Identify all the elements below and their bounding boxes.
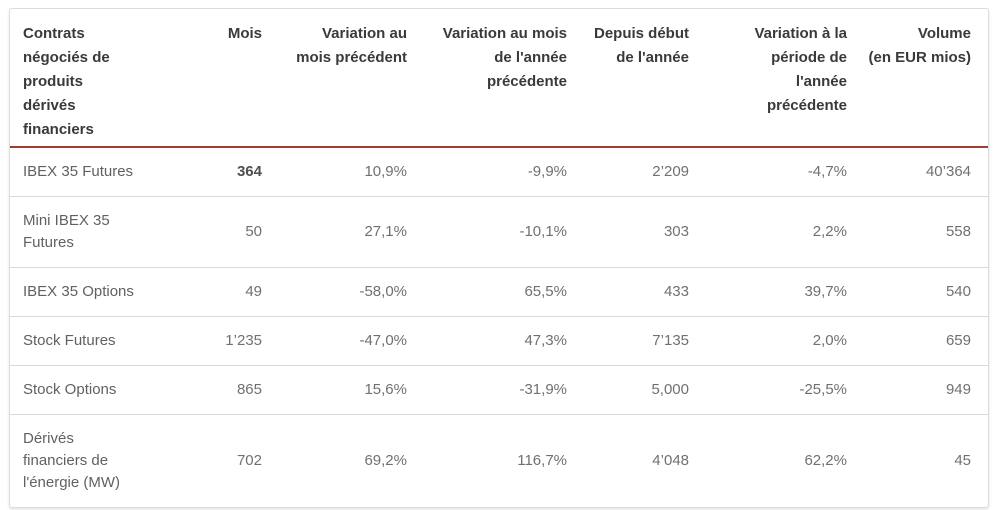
cell-variation-periode-annee-precedente: -4,7% [807,163,847,180]
cell-volume: 45 [847,414,988,507]
cell-variation-periode-annee-precedente: 2,2% [689,196,847,268]
derivatives-table-card: Contrats négociés de produits dérivés fi… [9,8,989,508]
cell-variation-mois-annee-precedente: -10,1% [407,196,567,268]
cell-variation-periode-annee-precedente: 62,2% [689,414,847,507]
cell-volume: 558 [847,196,988,268]
table-row-ibex35-futures: IBEX 35 Futures 364 10,9% -9,9% 2’209 -4… [10,147,988,197]
cell-variation-periode-annee-precedente: 2,0% [689,316,847,366]
derivatives-table: Contrats négociés de produits dérivés fi… [10,9,988,507]
cell-depuis-debut-annee: 4’048 [567,414,689,507]
cell-volume: 40’364 [925,163,971,180]
column-header-depuis-debut-annee: Depuis début de l'année [567,9,689,148]
row-label: Mini IBEX 35 Futures [10,196,160,268]
cell-variation-mois-precedent: 69,2% [262,414,407,507]
column-header-variation-mois-annee-precedente: Variation au mois de l'année précédente [407,9,567,148]
cell-depuis-debut-annee: 303 [567,196,689,268]
cell-variation-mois-precedent: 10,9% [364,163,407,180]
cell-mois: 1’235 [160,316,262,366]
cell-volume: 949 [847,365,988,415]
column-header-mois: Mois [160,9,262,148]
cell-variation-periode-annee-precedente: -25,5% [689,365,847,415]
table-row-stock-options: Stock Options 865 15,6% -31,9% 5,000 -25… [10,365,988,415]
cell-depuis-debut-annee: 5,000 [567,365,689,415]
cell-volume: 659 [847,316,988,366]
table-row-derives-financiers-energie: Dérivés financiers de l'énergie (MW) 702… [10,414,988,507]
column-header-contrats: Contrats négociés de produits dérivés fi… [10,9,160,148]
row-label: IBEX 35 Options [10,267,160,317]
cell-depuis-debut-annee: 2’209 [652,163,689,180]
cell-variation-mois-annee-precedente: 65,5% [407,267,567,317]
cell-mois: 364 [236,163,262,180]
row-label: IBEX 35 Futures [23,163,134,180]
cell-depuis-debut-annee: 433 [567,267,689,317]
cell-mois: 702 [160,414,262,507]
row-label: Dérivés financiers de l'énergie (MW) [10,414,160,507]
cell-mois: 50 [160,196,262,268]
row-label: Stock Futures [10,316,160,366]
table-header-row: Contrats négociés de produits dérivés fi… [10,9,988,148]
cell-variation-mois-precedent: 15,6% [262,365,407,415]
cell-mois: 49 [160,267,262,317]
cell-variation-mois-annee-precedente: -9,9% [527,163,567,180]
cell-mois: 865 [160,365,262,415]
column-header-variation-mois-precedent: Variation au mois précédent [262,9,407,148]
cell-variation-mois-precedent: 27,1% [262,196,407,268]
table-row-ibex35-options: IBEX 35 Options 49 -58,0% 65,5% 433 39,7… [10,267,988,317]
cell-volume: 540 [847,267,988,317]
table-row-stock-futures: Stock Futures 1’235 -47,0% 47,3% 7’135 2… [10,316,988,366]
table-row-mini-ibex35-futures: Mini IBEX 35 Futures 50 27,1% -10,1% 303… [10,196,988,268]
cell-variation-periode-annee-precedente: 39,7% [689,267,847,317]
column-header-variation-periode-annee-precedente: Variation à la période de l'année précéd… [689,9,847,148]
cell-variation-mois-precedent: -58,0% [262,267,407,317]
cell-variation-mois-annee-precedente: 116,7% [407,414,567,507]
cell-variation-mois-annee-precedente: -31,9% [407,365,567,415]
cell-variation-mois-precedent: -47,0% [262,316,407,366]
row-label: Stock Options [10,365,160,415]
cell-variation-mois-annee-precedente: 47,3% [407,316,567,366]
cell-depuis-debut-annee: 7’135 [567,316,689,366]
column-header-volume: Volume (en EUR mios) [847,9,988,148]
